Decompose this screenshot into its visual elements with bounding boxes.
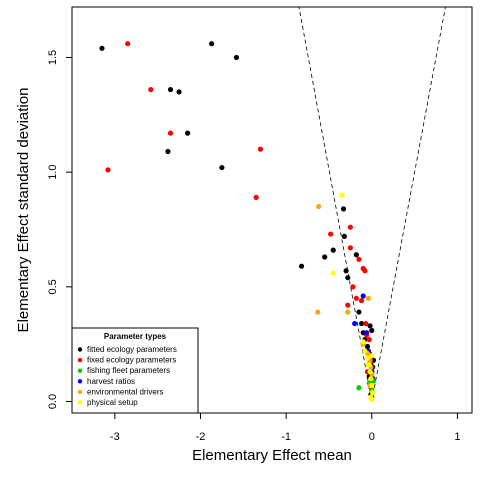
point-fishing-fleet-parameters bbox=[356, 385, 362, 391]
point-fitted-ecology-parameters bbox=[353, 252, 359, 258]
point-fixed-ecology-parameters bbox=[347, 245, 353, 251]
x-axis-title: Elementary Effect mean bbox=[192, 447, 352, 464]
point-harvest-ratios bbox=[352, 320, 358, 327]
legend-marker bbox=[77, 347, 83, 352]
point-fixed-ecology-parameters bbox=[345, 302, 351, 308]
y-tick-label: 0.5 bbox=[47, 279, 59, 294]
point-fitted-ecology-parameters bbox=[341, 233, 347, 239]
point-fitted-ecology-parameters bbox=[322, 254, 328, 260]
point-physical-setup bbox=[330, 270, 336, 276]
point-physical-setup bbox=[364, 355, 371, 361]
point-fitted-ecology-parameters bbox=[358, 320, 365, 327]
legend-box bbox=[71, 327, 199, 414]
legend-marker bbox=[77, 400, 83, 405]
point-fitted-ecology-parameters bbox=[364, 343, 371, 350]
point-physical-setup bbox=[367, 369, 373, 375]
point-environmental-drivers bbox=[315, 309, 321, 315]
point-fixed-ecology-parameters bbox=[358, 298, 365, 304]
point-fitted-ecology-parameters bbox=[340, 206, 347, 212]
point-harvest-ratios bbox=[360, 293, 366, 299]
point-physical-setup bbox=[369, 353, 375, 359]
point-environmental-drivers bbox=[345, 309, 351, 315]
point-fitted-ecology-parameters bbox=[233, 54, 240, 61]
point-fixed-ecology-parameters bbox=[350, 284, 356, 290]
legend-marker bbox=[77, 389, 83, 395]
point-fitted-ecology-parameters bbox=[165, 148, 171, 155]
point-fixed-ecology-parameters bbox=[347, 224, 353, 230]
point-physical-setup bbox=[365, 362, 371, 368]
point-fixed-ecology-parameters bbox=[363, 320, 369, 327]
point-fitted-ecology-parameters bbox=[367, 323, 373, 329]
x-tick-label: -1 bbox=[281, 431, 291, 443]
point-physical-setup bbox=[370, 389, 376, 395]
point-fixed-ecology-parameters bbox=[105, 167, 111, 173]
legend: Parameter types fitted ecology parameter… bbox=[71, 327, 199, 414]
plot-frame bbox=[71, 6, 473, 414]
point-fitted-ecology-parameters bbox=[343, 268, 349, 274]
point-fitted-ecology-parameters bbox=[356, 309, 362, 315]
y-tick-label: 0.0 bbox=[47, 394, 59, 409]
legend-entry-label: physical setup bbox=[87, 398, 138, 407]
point-fitted-ecology-parameters bbox=[176, 89, 182, 95]
legend-marker bbox=[77, 368, 83, 373]
x-tick-label: -3 bbox=[110, 431, 120, 443]
reference-line-1 bbox=[298, 6, 373, 402]
point-harvest-ratios bbox=[364, 330, 370, 336]
point-physical-setup bbox=[369, 396, 375, 402]
point-physical-setup bbox=[369, 382, 375, 389]
legend-marker bbox=[77, 379, 83, 384]
reference-line-2 bbox=[371, 6, 446, 402]
point-fitted-ecology-parameters bbox=[345, 275, 351, 281]
legend-entry-label: fishing fleet parameters bbox=[87, 366, 170, 375]
legend-marker bbox=[77, 357, 83, 363]
legend-entry-label: environmental drivers bbox=[87, 387, 163, 396]
y-axis-title: Elementary Effect standard deviation bbox=[15, 88, 32, 333]
point-fitted-ecology-parameters bbox=[167, 86, 174, 93]
y-tick-label: 1.5 bbox=[47, 50, 59, 65]
point-physical-setup bbox=[362, 348, 368, 354]
data-points bbox=[99, 41, 377, 402]
point-fixed-ecology-parameters bbox=[148, 86, 154, 93]
legend-entry-label: fitted ecology parameters bbox=[87, 345, 177, 354]
x-tick-label: -2 bbox=[196, 431, 206, 443]
x-tick-label: 0 bbox=[369, 431, 375, 443]
point-environmental-drivers bbox=[316, 203, 322, 210]
legend-title: Parameter types bbox=[104, 332, 167, 341]
point-fitted-ecology-parameters bbox=[369, 327, 375, 334]
point-fixed-ecology-parameters bbox=[167, 130, 174, 136]
point-fixed-ecology-parameters bbox=[257, 146, 264, 152]
point-fitted-ecology-parameters bbox=[209, 41, 215, 47]
point-fixed-ecology-parameters bbox=[253, 194, 259, 200]
point-fitted-ecology-parameters bbox=[330, 247, 336, 253]
point-physical-setup bbox=[360, 339, 366, 345]
point-fixed-ecology-parameters bbox=[362, 268, 368, 274]
point-fixed-ecology-parameters bbox=[366, 336, 372, 343]
x-axis: -3 -2 -1 0 1 bbox=[110, 413, 461, 443]
point-physical-setup bbox=[339, 192, 345, 198]
point-fitted-ecology-parameters bbox=[185, 130, 191, 136]
point-fixed-ecology-parameters bbox=[356, 256, 362, 262]
legend-entry-label: harvest ratios bbox=[87, 377, 135, 386]
legend-entry-label: fixed ecology parameters bbox=[87, 356, 176, 365]
y-tick-label: 1.0 bbox=[47, 165, 59, 180]
point-fixed-ecology-parameters bbox=[328, 231, 334, 237]
point-fitted-ecology-parameters bbox=[99, 45, 105, 51]
point-fitted-ecology-parameters bbox=[298, 263, 305, 269]
y-axis: 0.0 0.5 1.0 1.5 bbox=[47, 50, 72, 409]
point-fixed-ecology-parameters bbox=[353, 295, 359, 301]
point-environmental-drivers bbox=[365, 295, 371, 301]
point-fixed-ecology-parameters bbox=[125, 41, 131, 47]
x-tick-label: 1 bbox=[454, 431, 460, 443]
point-physical-setup bbox=[368, 375, 374, 382]
point-fitted-ecology-parameters bbox=[219, 164, 225, 171]
reference-lines bbox=[298, 6, 446, 402]
